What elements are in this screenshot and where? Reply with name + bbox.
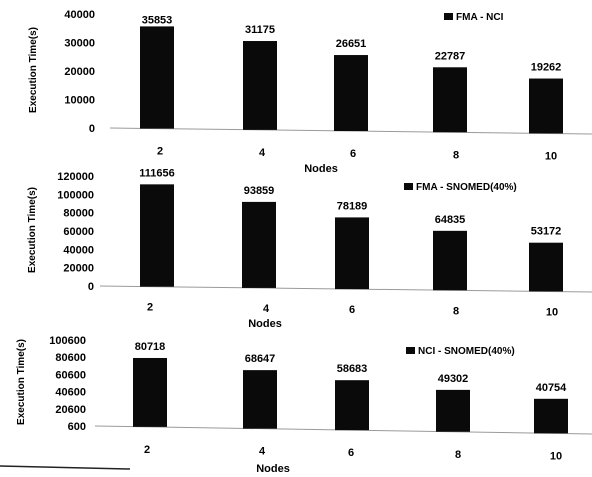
y-tick-label: 20000	[63, 263, 94, 275]
x-tick-label: 2	[147, 302, 153, 314]
data-label: 64835	[435, 214, 466, 226]
x-tick-label: 6	[350, 148, 356, 160]
y-axis-title: Execution Time(s)	[28, 27, 39, 113]
y-tick-label: 20600	[55, 404, 86, 416]
x-tick-label: 4	[259, 446, 266, 458]
legend: NCI - SNOMED(40%)	[406, 346, 515, 357]
x-tick-label: 6	[348, 447, 354, 459]
data-label: 58683	[337, 363, 368, 375]
bar	[436, 389, 470, 432]
legend-swatch	[404, 183, 413, 190]
legend-swatch	[444, 13, 453, 20]
y-tick-label: 100600	[49, 335, 86, 347]
bar	[529, 242, 563, 292]
data-label: 40754	[536, 382, 567, 394]
y-tick-label: 20000	[64, 66, 95, 78]
data-label: 53172	[531, 226, 562, 238]
y-tick-label: 40000	[63, 244, 94, 256]
y-tick-label: 80600	[55, 352, 86, 364]
y-tick-label: 10000	[64, 95, 95, 107]
data-label: 35853	[142, 14, 173, 26]
bar	[335, 217, 369, 290]
bottom-rule	[0, 465, 131, 470]
bar	[335, 380, 369, 431]
x-tick-label: 4	[263, 303, 270, 315]
data-label: 80718	[135, 341, 166, 353]
x-axis-title: Nodes	[304, 163, 338, 175]
bar	[334, 55, 368, 132]
x-tick-label: 10	[545, 150, 557, 162]
y-axis-title: Execution Time(s)	[16, 339, 27, 425]
chart-panel-1: 0 10000 20000 30000 40000 Execution Time(s) 35…	[28, 9, 592, 175]
data-label: 31175	[245, 24, 275, 36]
bar	[534, 398, 568, 434]
x-tick-label: 2	[157, 146, 163, 158]
legend: FMA - SNOMED(40%)	[404, 182, 517, 193]
x-tick-label: 10	[546, 307, 558, 319]
y-tick-label: 80000	[63, 208, 94, 220]
legend-label: FMA - NCI	[456, 12, 504, 23]
x-tick-label: 4	[259, 147, 266, 159]
y-tick-label: 60000	[63, 226, 94, 238]
y-tick-label: 40600	[55, 387, 86, 399]
y-tick-label: 0	[88, 281, 94, 293]
legend-label: FMA - SNOMED(40%)	[416, 182, 517, 193]
y-tick-label: 0	[89, 123, 95, 135]
y-tick-label: 100000	[57, 189, 94, 201]
legend-swatch	[406, 347, 415, 354]
y-tick-label: 30000	[64, 38, 95, 50]
data-label: 49302	[438, 373, 469, 385]
x-tick-label: 6	[349, 304, 355, 316]
bar	[140, 184, 174, 287]
x-tick-label: 8	[453, 305, 459, 317]
data-label: 26651	[336, 38, 367, 50]
chart-panel-3: 600 20600 40600 60600 80600 100600 Execution T…	[16, 335, 592, 475]
y-tick-label: 60600	[55, 369, 86, 381]
data-label: 111656	[139, 167, 175, 179]
bar	[433, 67, 467, 133]
data-label: 22787	[435, 50, 466, 62]
y-axis-title: Execution Time(s)	[27, 187, 38, 273]
bar	[242, 201, 276, 288]
data-label: 68647	[245, 353, 276, 365]
bar	[433, 230, 467, 291]
legend-label: NCI - SNOMED(40%)	[418, 346, 515, 357]
y-tick-label: 600	[68, 421, 86, 433]
legend: FMA - NCI	[444, 12, 504, 23]
x-tick-label: 2	[144, 444, 150, 456]
bar	[243, 41, 277, 130]
bar	[243, 370, 277, 429]
x-tick-label: 8	[455, 449, 461, 461]
x-tick-label: 10	[550, 450, 562, 462]
y-tick-label: 40000	[64, 9, 95, 21]
y-tick-label: 120000	[57, 171, 94, 183]
data-label: 78189	[337, 200, 368, 212]
x-axis-title: Nodes	[256, 463, 290, 475]
x-axis-title: Nodes	[248, 318, 282, 330]
data-label: 19262	[531, 62, 562, 74]
bar	[133, 357, 167, 427]
bar	[140, 26, 174, 129]
bar	[529, 78, 563, 134]
chart-panel-2: 0 20000 40000 60000 80000 100000 120000 Executi…	[27, 167, 592, 330]
x-tick-label: 8	[453, 149, 459, 161]
data-label: 93859	[244, 185, 275, 197]
